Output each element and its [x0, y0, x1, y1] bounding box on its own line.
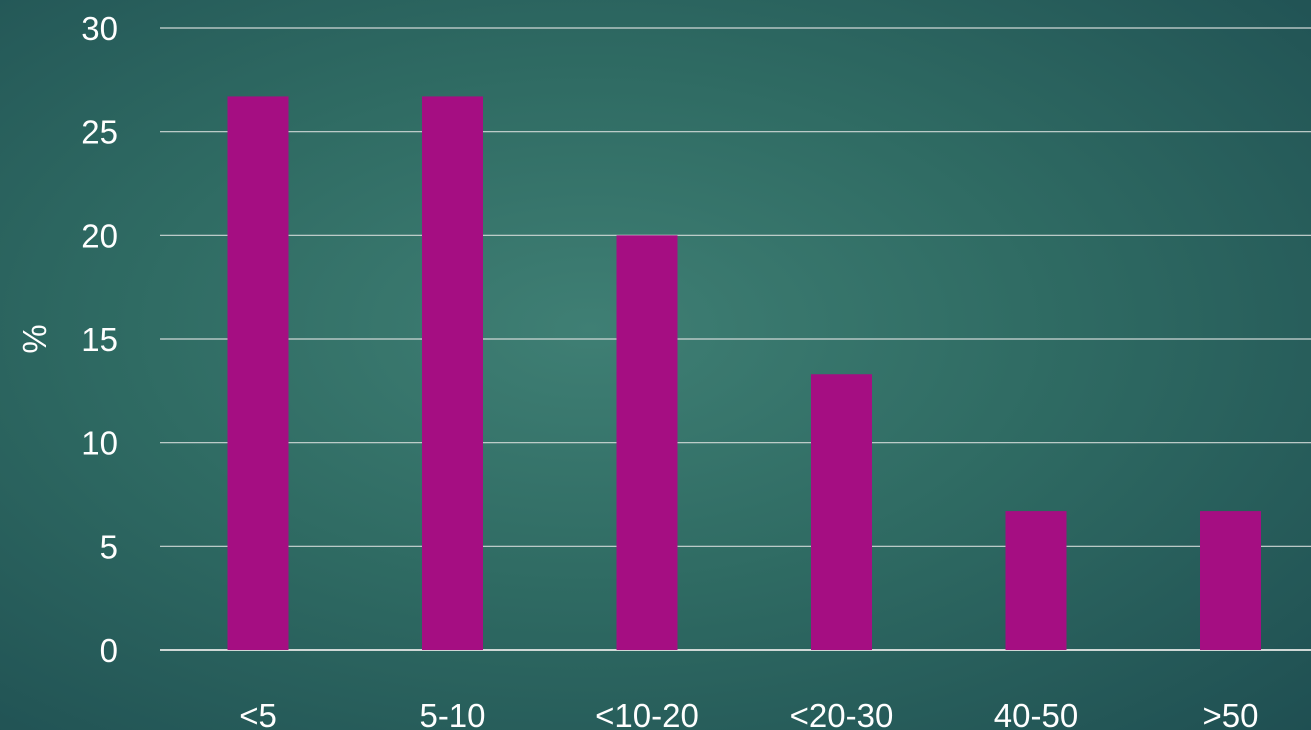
- y-tick-label: 0: [100, 632, 118, 669]
- y-tick-label: 25: [81, 114, 118, 151]
- gridlines: [160, 27, 1311, 651]
- bar: [1200, 511, 1261, 650]
- y-tick-label: 15: [81, 321, 118, 358]
- bar: [422, 96, 483, 651]
- x-tick-label: <5: [239, 697, 277, 730]
- y-tick-label: 10: [81, 425, 118, 462]
- x-tick-label: 40-50: [994, 697, 1078, 730]
- x-tick-label: >50: [1203, 697, 1259, 730]
- x-axis-ticks: <5 5-10 <10-20 <20-30 40-50 >50: [239, 697, 1258, 730]
- x-tick-label: <20-30: [790, 697, 894, 730]
- bar: [1005, 511, 1067, 650]
- x-tick-label: <10-20: [595, 697, 699, 730]
- bar: [811, 374, 872, 650]
- bars: [227, 96, 1261, 651]
- y-tick-label: 5: [100, 528, 118, 565]
- y-tick-label: 30: [81, 10, 118, 47]
- bar: [616, 235, 678, 651]
- x-tick-label: 5-10: [419, 697, 485, 730]
- y-axis-title: %: [16, 324, 53, 353]
- y-axis-ticks: 0 5 10 15 20 25 30: [81, 10, 118, 669]
- y-tick-label: 20: [81, 217, 118, 254]
- bar: [227, 96, 289, 651]
